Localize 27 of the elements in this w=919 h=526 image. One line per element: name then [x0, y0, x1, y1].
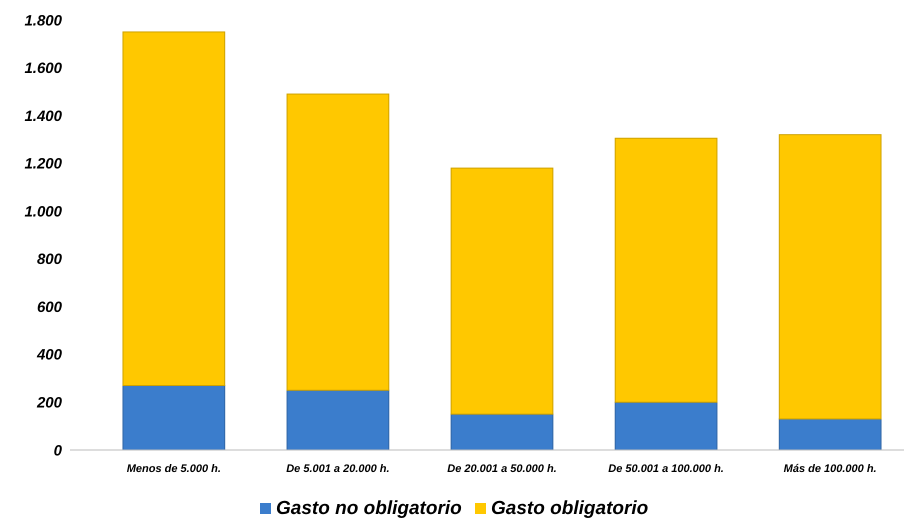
legend-label: Gasto no obligatorio — [276, 498, 462, 519]
x-tick-label: De 5.001 a 20.000 h. — [286, 463, 390, 475]
y-tick-label: 0 — [54, 442, 63, 460]
bar — [450, 168, 554, 415]
x-tick-label: Menos de 5.000 h. — [126, 463, 221, 475]
y-tick-label: 1.800 — [24, 12, 63, 30]
x-tick-label: De 20.001 a 50.000 h. — [447, 463, 557, 475]
bar — [614, 138, 718, 403]
y-tick-label: 1.400 — [24, 108, 63, 125]
bar — [778, 134, 882, 420]
bar — [122, 31, 226, 386]
bar — [614, 402, 718, 450]
y-tick-label: 600 — [36, 298, 63, 316]
bar — [286, 94, 390, 391]
bar — [122, 385, 226, 450]
x-tick-label: De 50.001 a 100.000 h. — [608, 463, 724, 475]
y-tick-label: 1.200 — [24, 156, 63, 173]
y-tick-label: 1.600 — [24, 60, 63, 78]
y-tick-label: 800 — [36, 251, 63, 268]
bar — [286, 390, 390, 450]
bar — [778, 418, 882, 450]
y-tick-label: 200 — [36, 394, 63, 412]
bar — [450, 414, 554, 450]
y-tick-label: 1.000 — [24, 203, 63, 220]
legend-label: Gasto obligatorio — [491, 498, 648, 519]
y-tick-label: 400 — [36, 346, 63, 364]
x-tick-label: Más de 100.000 h. — [784, 463, 877, 475]
